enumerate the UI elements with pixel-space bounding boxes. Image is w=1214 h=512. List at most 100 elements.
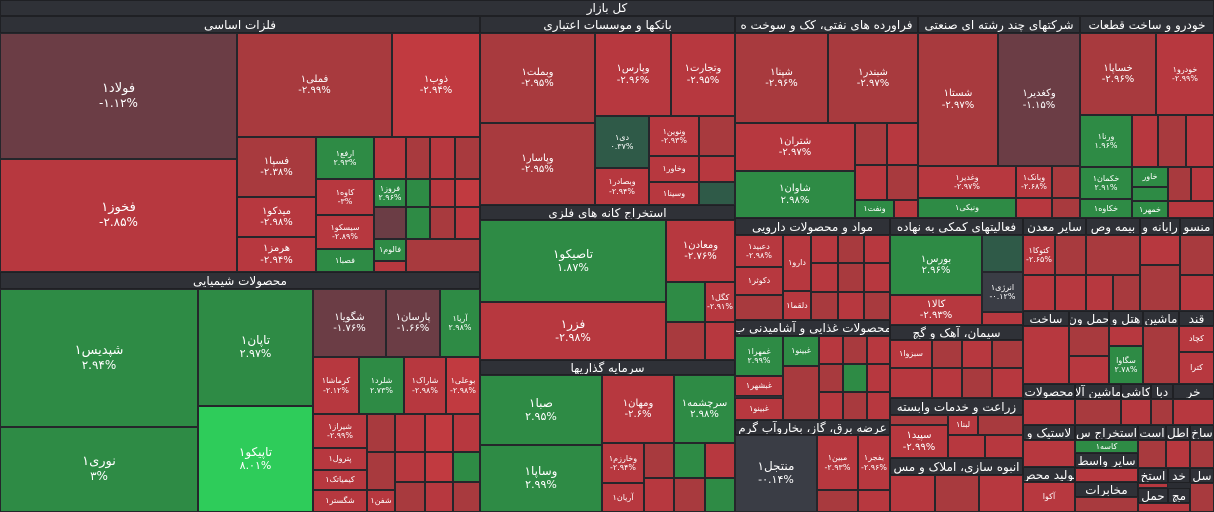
stock-tile[interactable] — [406, 137, 430, 179]
stock-tile[interactable] — [406, 207, 430, 239]
stock-tile[interactable] — [430, 179, 455, 207]
stock-tile-kasa[interactable]: کاسه۱ — [1075, 440, 1138, 453]
stock-tile-shpna[interactable]: شپنا۱ -۲.۹۶% — [735, 33, 828, 123]
stock-tile[interactable] — [932, 340, 962, 368]
stock-tile-hormoz[interactable]: هرمز۱ -۲.۹۴% — [237, 237, 316, 272]
stock-tile[interactable] — [811, 263, 838, 292]
stock-tile[interactable] — [1166, 440, 1190, 468]
stock-tile-ghshahr[interactable]: غبشهر۱ — [735, 376, 783, 396]
stock-tile-vkharazm[interactable]: وخارزم۱ -۲.۹۴% — [602, 443, 644, 483]
stock-tile-sarcheshme[interactable]: سرچشمه۱ ۲.۹۸% — [674, 375, 735, 443]
stock-tile-midko[interactable]: میدکو۱ -۲.۹۸% — [237, 197, 316, 237]
stock-tile[interactable] — [1075, 468, 1138, 482]
stock-tile-dara[interactable]: دارو۱ — [783, 235, 811, 291]
sector-header-mahsulat[interactable]: محصولات — [1023, 384, 1075, 399]
stock-tile-boors[interactable]: بورس۱ ۲.۹۶% — [890, 235, 982, 295]
stock-tile[interactable] — [948, 435, 985, 458]
stock-tile[interactable] — [453, 482, 480, 512]
stock-tile[interactable] — [979, 475, 1023, 512]
stock-tile[interactable] — [887, 165, 918, 200]
stock-tile[interactable] — [843, 392, 867, 420]
sector-header-pharma[interactable]: مواد و محصولات دارویی — [735, 218, 890, 235]
sector-header-lastic[interactable]: لاستیک و — [1023, 425, 1075, 440]
sector-header-investment[interactable]: سرمایه گذاریها — [480, 360, 735, 375]
stock-tile-foroz[interactable]: فروز۱ ۲.۹۶% — [374, 179, 406, 207]
stock-tile-khavar[interactable]: خاور — [1132, 167, 1168, 187]
stock-tile[interactable] — [855, 165, 887, 200]
stock-tile[interactable] — [858, 490, 890, 512]
stock-tile[interactable] — [699, 156, 735, 182]
stock-tile[interactable] — [374, 137, 406, 179]
sector-header-khar[interactable]: خر — [1173, 384, 1214, 399]
stock-tile[interactable] — [838, 235, 864, 263]
stock-tile[interactable] — [838, 292, 864, 320]
stock-tile[interactable] — [811, 292, 838, 320]
stock-tile[interactable] — [1075, 497, 1138, 512]
sector-header-banks[interactable]: بانکها و موسسات اعتباری — [480, 16, 735, 33]
stock-tile-ghbino[interactable]: غبینو۱ — [783, 336, 819, 366]
stock-tile-vpars[interactable]: وپارس۱ -۲.۹۶% — [595, 33, 671, 116]
stock-tile-saba[interactable]: صبا۱ ۲.۹۵% — [480, 375, 602, 445]
stock-tile[interactable] — [455, 137, 480, 179]
stock-tile[interactable] — [1186, 115, 1214, 167]
stock-tile[interactable] — [1121, 399, 1151, 425]
sector-header-transport[interactable]: حمل ون — [1069, 311, 1109, 326]
sector-header-machinery2[interactable]: ماشین آلا — [1075, 384, 1121, 399]
stock-tile-vnovin[interactable]: ونوین۱ -۲.۹۳% — [649, 116, 699, 156]
stock-tile-ghamra[interactable]: غمهرا۱ ۲.۹۹% — [735, 336, 783, 376]
stock-tile-bfjar[interactable]: بفجر۱ -۲.۹۶% — [858, 435, 890, 490]
stock-tile[interactable] — [843, 336, 867, 364]
stock-tile[interactable] — [699, 182, 735, 205]
stock-tile[interactable] — [890, 415, 948, 425]
stock-tile-arfa[interactable]: ارفع۱ ۲.۹۳% — [316, 137, 374, 179]
sector-header-textiles[interactable]: منسو — [1180, 218, 1214, 235]
stock-tile-sharak[interactable]: شاراک۱ -۲.۹۸% — [404, 357, 446, 414]
sector-header-sakht[interactable]: ساخت — [1023, 311, 1069, 326]
stock-tile-falum[interactable]: فالوم۱ — [374, 239, 406, 261]
stock-tile-aria[interactable]: آریا۱ ۲.۹۸% — [440, 289, 480, 357]
stock-tile[interactable] — [1151, 399, 1173, 425]
stock-tile[interactable] — [1086, 235, 1140, 275]
stock-tile[interactable] — [819, 336, 843, 364]
stock-tile-kgol[interactable]: کگل۱ -۲.۹۱% — [705, 282, 735, 322]
stock-tile[interactable] — [374, 261, 406, 272]
stock-tile-parsan[interactable]: پارسان۱ -۱.۶۶% — [386, 289, 440, 357]
stock-tile-fameli[interactable]: فملی۱ -۲.۹۹% — [237, 33, 392, 137]
stock-tile[interactable] — [1180, 275, 1214, 311]
stock-tile-zob[interactable]: ذوب۱ -۲.۹۴% — [392, 33, 480, 137]
stock-tile[interactable] — [1086, 275, 1113, 311]
stock-tile[interactable] — [932, 368, 962, 398]
stock-tile[interactable] — [644, 443, 674, 478]
stock-tile-shgostar[interactable]: شگستر۱ — [313, 490, 367, 512]
sector-header-sayer-vasat[interactable]: سایر واسط — [1075, 453, 1138, 468]
stock-tile-vniki[interactable]: ونیکی۱ — [918, 198, 1016, 218]
stock-tile[interactable] — [1140, 265, 1180, 311]
stock-tile[interactable] — [992, 368, 1023, 398]
stock-tile[interactable] — [1173, 399, 1214, 425]
sector-header-auto[interactable]: خودرو و ساخت قطعات — [1080, 16, 1214, 33]
stock-tile[interactable] — [992, 340, 1023, 368]
sector-header-aux[interactable]: فعالیتهای کمکی به نهاده — [890, 218, 1023, 235]
stock-tile[interactable] — [978, 415, 1023, 435]
stock-tile[interactable] — [705, 322, 735, 360]
stock-tile[interactable] — [453, 452, 480, 482]
stock-tile[interactable] — [1158, 115, 1186, 167]
stock-tile-vomhan[interactable]: ومهان۱ -۲.۶% — [602, 375, 674, 443]
stock-tile[interactable] — [819, 364, 843, 392]
stock-tile[interactable] — [395, 414, 425, 452]
stock-tile[interactable] — [425, 482, 453, 512]
stock-tile[interactable] — [1023, 399, 1075, 425]
stock-tile-khsapa[interactable]: خساپا۱ -۲.۹۶% — [1080, 33, 1156, 115]
stock-tile-khkaman[interactable]: خکمان۱ ۲.۹۱% — [1080, 167, 1132, 199]
stock-tile-nouri[interactable]: نوری۱ ۳% — [0, 427, 198, 512]
stock-tile[interactable] — [890, 475, 935, 512]
stock-tile[interactable] — [430, 137, 455, 179]
stock-tile-fsepa[interactable]: فسپا۱ -۲.۳۸% — [237, 137, 316, 197]
sector-header-mining[interactable]: استخراج کانه های فلزی — [480, 205, 735, 220]
stock-tile[interactable] — [1138, 440, 1166, 468]
stock-tile[interactable] — [1113, 275, 1140, 311]
stock-tile-dkosar[interactable]: دکوثر۱ — [735, 267, 783, 295]
stock-tile[interactable] — [982, 312, 1023, 325]
stock-tile[interactable] — [1143, 326, 1179, 384]
stock-tile-vghadir[interactable]: وغدیر۱ -۲.۹۷% — [918, 166, 1016, 198]
